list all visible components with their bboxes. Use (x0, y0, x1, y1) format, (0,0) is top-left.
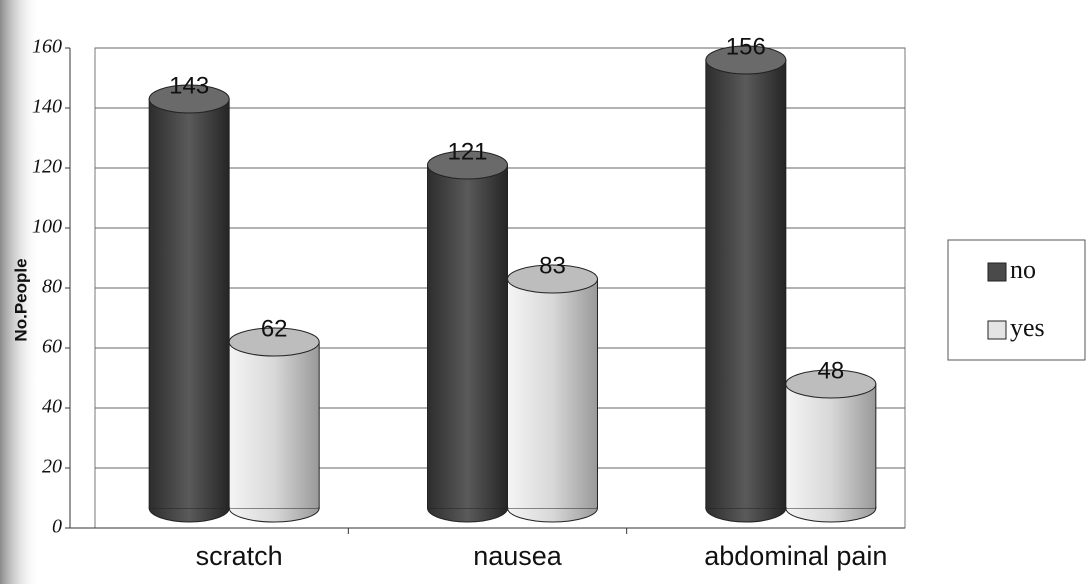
cylinder-top (148, 84, 230, 114)
legend-swatch (987, 320, 1007, 340)
x-tick-label: abdominal pain (704, 541, 887, 571)
cylinder-top (228, 327, 320, 357)
cylinder-cover (230, 342, 319, 508)
data-label: 143 (169, 72, 209, 99)
scan-edge (0, 0, 40, 584)
y-tick-label: 100 (32, 216, 62, 238)
y-tick-label: 80 (42, 276, 62, 298)
y-tick-label: 20 (42, 456, 62, 478)
cylinder-top (507, 264, 598, 294)
legend-label: no (1010, 255, 1036, 284)
cylinder-cover (706, 60, 785, 508)
x-tick-label: scratch (196, 541, 283, 571)
y-axis-label: No.People (11, 258, 30, 341)
cylinder-top (785, 369, 877, 399)
y-tick-label: 120 (32, 156, 62, 178)
cylinder-cover (150, 99, 229, 508)
legend-swatch (987, 262, 1007, 282)
y-tick-label: 60 (42, 336, 62, 358)
legend-label: yes (1010, 313, 1045, 342)
cylinder-cover (428, 165, 507, 508)
data-label: 62 (261, 315, 288, 342)
data-label: 83 (539, 252, 566, 279)
y-tick-label: 140 (32, 96, 62, 118)
legend-box (947, 239, 1086, 361)
cylinder-top (427, 150, 508, 180)
x-tick-label: nausea (473, 541, 563, 571)
data-label: 48 (817, 357, 844, 384)
cylinder-cover (508, 279, 597, 508)
y-tick-label: 160 (32, 36, 62, 58)
data-label: 156 (726, 33, 766, 60)
y-tick-label: 40 (42, 396, 62, 418)
cylinder-cover (786, 384, 875, 508)
cylinder-top (705, 45, 787, 75)
data-label: 121 (447, 138, 487, 165)
y-tick-label: 0 (52, 516, 62, 538)
